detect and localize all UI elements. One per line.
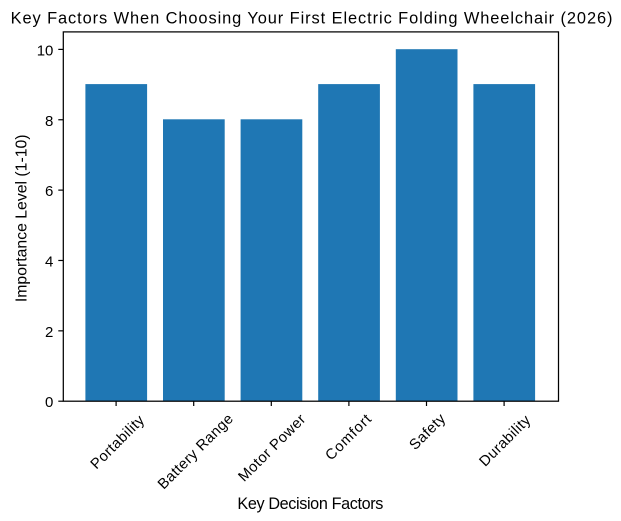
svg-text:8: 8 bbox=[45, 113, 53, 130]
svg-text:4: 4 bbox=[45, 254, 53, 271]
svg-text:Key Factors When Choosing Your: Key Factors When Choosing Your First Ele… bbox=[11, 9, 614, 27]
svg-text:Key Decision Factors: Key Decision Factors bbox=[237, 495, 383, 513]
svg-text:Importance Level (1-10): Importance Level (1-10) bbox=[14, 134, 31, 302]
svg-text:2: 2 bbox=[45, 324, 53, 341]
svg-text:0: 0 bbox=[45, 394, 53, 411]
svg-text:6: 6 bbox=[45, 183, 53, 200]
svg-text:10: 10 bbox=[37, 42, 54, 59]
